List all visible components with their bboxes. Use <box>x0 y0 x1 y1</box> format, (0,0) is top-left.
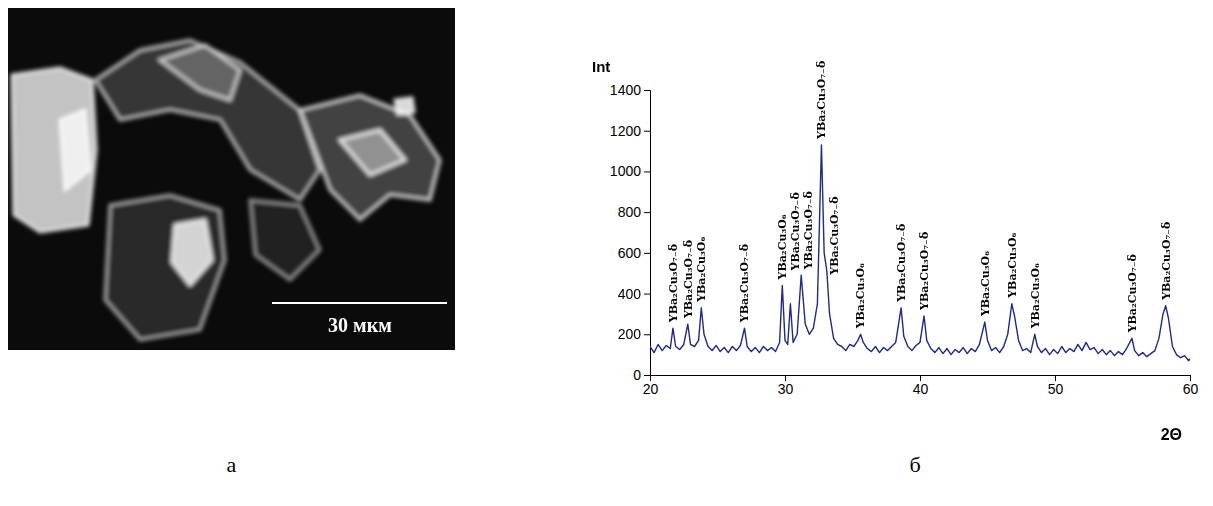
peak-label: YBa₂Cu₃O₇₋δ <box>828 196 841 275</box>
micrograph-particle <box>172 220 212 285</box>
y-axis-title: Int <box>592 58 610 75</box>
micrograph-particle <box>160 45 240 100</box>
peak-label: YBa₂Cu₃O₇₋δ <box>1160 222 1173 301</box>
x-tick: 20 <box>643 375 659 397</box>
x-tick: 60 <box>1183 375 1199 397</box>
peak-label: YBa₂Cu₃O₇₋δ <box>789 192 802 271</box>
peak-label: YBa₂Cu₃O₇₋δ <box>802 191 815 270</box>
micrograph-particle <box>340 130 405 175</box>
xrd-chart: 20304050600200400600800100012001400Int2Θ… <box>592 58 1198 443</box>
panel-label: а <box>227 452 237 477</box>
peak-label: YBa₂Cu₃O₇₋δ <box>918 232 931 311</box>
y-tick-mark <box>644 334 650 335</box>
y-tick-label: 1200 <box>610 123 641 139</box>
x-axis-title: 2Θ <box>1161 426 1182 443</box>
y-tick: 1400 <box>610 82 650 98</box>
y-tick-mark <box>644 90 650 91</box>
peak-label: YBa₂Cu₃O₆ <box>776 214 789 280</box>
micrograph-particle <box>250 200 320 280</box>
micrograph: 30 мкм <box>8 8 455 350</box>
peak-label: YBa₂Cu₃O₆ <box>1029 263 1042 329</box>
micrograph-background <box>8 8 455 350</box>
x-tick-label: 20 <box>643 381 659 397</box>
y-tick: 200 <box>618 326 650 342</box>
y-tick-label: 800 <box>618 204 642 220</box>
peak-label: YBa₂Cu₃O₇₋δ <box>1126 254 1139 333</box>
figure: 30 мкм2030405060020040060080010001200140… <box>0 0 1213 506</box>
y-tick-label: 200 <box>618 326 642 342</box>
peak-label: YBa₂Cu₃O₇₋δ <box>667 244 680 323</box>
peak-label: YBa₂Cu₃O₆ <box>979 251 992 317</box>
y-tick-label: 400 <box>618 286 642 302</box>
x-tick-label: 40 <box>913 381 929 397</box>
x-tick: 50 <box>1048 375 1064 397</box>
panel-label: б <box>909 452 920 477</box>
x-axis: 20 30 40 50 60 <box>643 375 1199 397</box>
micrograph-texture <box>12 40 440 340</box>
y-tick: 600 <box>618 245 650 261</box>
peak-label: YBa₂Cu₃O₇₋δ <box>895 224 908 303</box>
y-axis: 0 200 400 600 800 1000 1200 1400 <box>610 82 651 383</box>
micrograph-particle <box>60 110 90 190</box>
micrograph-particle <box>300 95 440 220</box>
y-axis-line <box>644 91 651 376</box>
y-tick-mark <box>644 212 650 213</box>
peak-label: YBa₂Cu₃O₇₋δ <box>738 244 751 323</box>
y-tick: 1000 <box>610 163 650 179</box>
scale-bar <box>272 302 447 304</box>
y-tick-mark <box>644 253 650 254</box>
y-tick-label: 1000 <box>610 163 641 179</box>
x-tick-label: 30 <box>778 381 794 397</box>
scale-bar-label: 30 мкм <box>328 314 392 336</box>
peak-label: YBa₂Cu₃O₇₋δ <box>682 240 695 319</box>
y-tick: 400 <box>618 286 650 302</box>
y-tick: 800 <box>618 204 650 220</box>
y-tick-mark <box>644 294 650 295</box>
y-tick-label: 1400 <box>610 82 641 98</box>
peak-label: YBa₂Cu₃O₇₋δ <box>815 61 828 140</box>
x-tick-label: 60 <box>1183 381 1199 397</box>
y-tick: 0 <box>633 367 650 383</box>
micrograph-particle <box>395 98 414 114</box>
x-tick-label: 50 <box>1048 381 1064 397</box>
micrograph-particle <box>12 68 96 232</box>
peak-label: YBa₂Cu₃O₆ <box>1006 233 1019 299</box>
y-tick-mark <box>644 171 650 172</box>
y-tick: 1200 <box>610 123 650 139</box>
y-tick-label: 0 <box>633 367 641 383</box>
y-tick-mark <box>644 375 650 376</box>
micrograph-particle <box>95 40 320 200</box>
x-tick: 40 <box>913 375 929 397</box>
x-tick: 30 <box>778 375 794 397</box>
plot-area <box>650 145 1190 361</box>
peak-labels: YBa₂Cu₃O₇₋δYBa₂Cu₃O₇₋δYBa₂Cu₃O₆YBa₂Cu₃O₇… <box>667 61 1173 334</box>
peak-label: YBa₂Cu₃O₆ <box>854 263 867 329</box>
y-tick-label: 600 <box>618 245 642 261</box>
xrd-line <box>650 145 1190 361</box>
peak-label: YBa₂Cu₃O₆ <box>695 237 708 303</box>
y-tick-mark <box>644 131 650 132</box>
micrograph-particle <box>105 195 225 340</box>
